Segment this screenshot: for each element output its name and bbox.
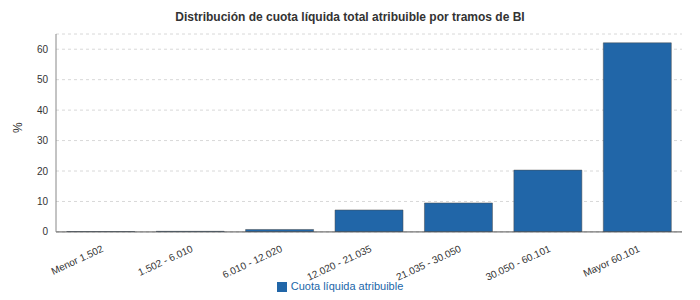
svg-text:%: % <box>11 122 25 133</box>
svg-text:20: 20 <box>37 166 49 177</box>
svg-text:Mayor 60.101: Mayor 60.101 <box>581 243 641 279</box>
svg-text:50: 50 <box>37 74 49 85</box>
svg-text:10: 10 <box>37 196 49 207</box>
svg-text:30: 30 <box>37 135 49 146</box>
svg-text:60: 60 <box>37 44 49 55</box>
html-text:Distribución de cuota líquida: Distribución de cuota líquida total atri… <box>175 10 525 24</box>
html-text:Cuota líquida atribuible: Cuota líquida atribuible <box>290 279 404 292</box>
svg-text:40: 40 <box>37 105 49 116</box>
svg-text:12.020 - 21.035: 12.020 - 21.035 <box>305 243 374 283</box>
svg-text:30.050 - 60.101: 30.050 - 60.101 <box>484 243 553 283</box>
svg-text:21.035 - 30.050: 21.035 - 30.050 <box>395 243 464 283</box>
svg-text:1.502 - 6.010: 1.502 - 6.010 <box>136 243 194 278</box>
svg-text:0: 0 <box>42 226 48 237</box>
svg-text:6.010 - 12.020: 6.010 - 12.020 <box>221 243 285 280</box>
svg-text:Menor 1.502: Menor 1.502 <box>49 243 105 277</box>
